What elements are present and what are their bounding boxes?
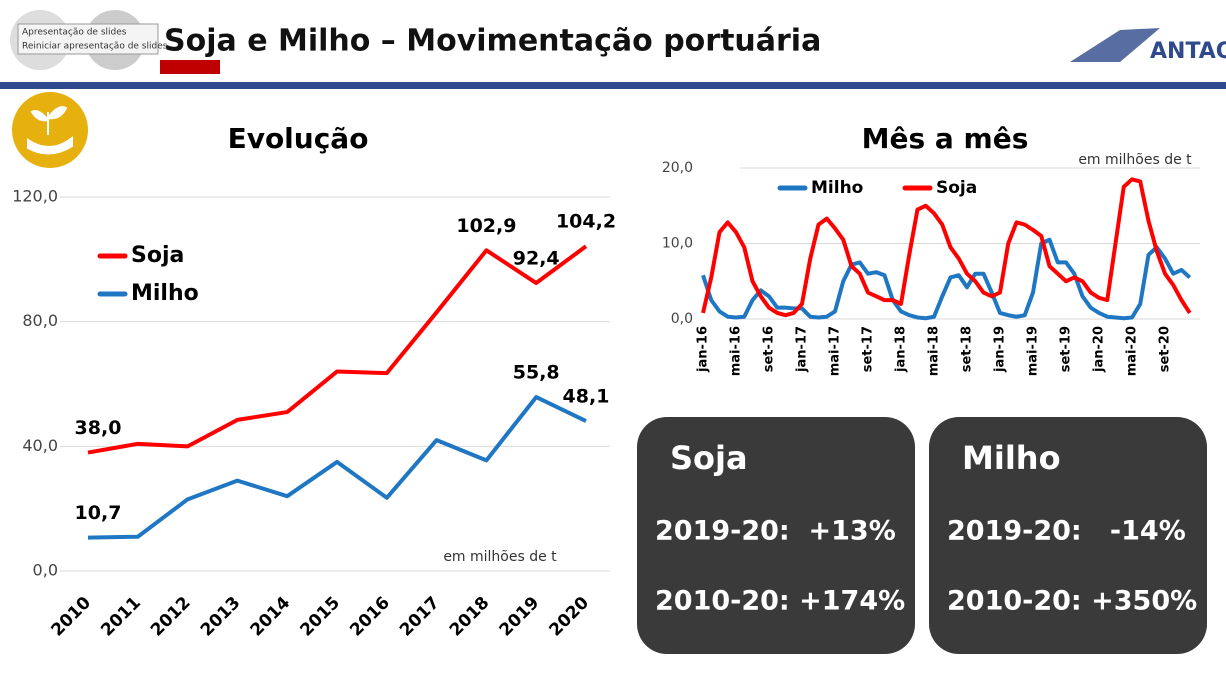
card-line: 2019-20: +13% [655, 516, 896, 547]
x-tick-label: jan-19 [993, 326, 1008, 373]
logo-mark [1070, 28, 1160, 62]
x-tick-label: mai-17 [828, 326, 843, 376]
data-label: 102,9 [456, 215, 516, 237]
x-tick-label: set-16 [762, 326, 777, 372]
x-tick-label: 2012 [147, 593, 195, 641]
legend-label: Soja [936, 178, 977, 198]
y-tick-label: 120,0 [12, 187, 58, 206]
x-tick-label: 2014 [247, 593, 295, 641]
chart-title: Mês a mês [862, 122, 1029, 155]
annotation: em milhões de t [1078, 152, 1192, 168]
icon [12, 92, 88, 168]
x-tick-label: 2016 [346, 593, 394, 641]
chart-title: Evolução [228, 122, 369, 155]
x-tick-label: mai-18 [927, 326, 942, 376]
card-title: Milho [962, 439, 1061, 477]
header-bar [0, 82, 1226, 89]
y-tick-label: 0,0 [33, 561, 58, 580]
toolbar-item[interactable]: Reiniciar apresentação de slides [22, 42, 168, 52]
x-tick-label: 2015 [296, 593, 344, 641]
card [637, 417, 915, 654]
x-tick-label: set-20 [1158, 326, 1173, 372]
x-tick-label: set-17 [861, 326, 876, 372]
x-tick-label: set-19 [1059, 326, 1074, 372]
card-line: 2019-20: -14% [947, 516, 1186, 547]
slide-title: Soja e Milho – Movimentação portuária [164, 24, 821, 59]
card-line: 2010-20: +350% [947, 586, 1197, 617]
annotation: em milhões de t [443, 549, 557, 565]
x-tick-label: 2010 [47, 593, 95, 641]
y-tick-label: 40,0 [22, 436, 58, 455]
card-line: 2010-20: +174% [655, 586, 905, 617]
data-label: 10,7 [75, 502, 122, 524]
slideshow-toolbar [17, 23, 159, 55]
y-tick-label: 10,0 [662, 236, 693, 252]
x-tick-label: 2017 [396, 593, 444, 641]
data-label: 92,4 [513, 248, 560, 270]
x-tick-label: 2018 [446, 593, 494, 641]
x-tick-label: mai-19 [1026, 326, 1041, 376]
y-tick-label: 80,0 [22, 311, 58, 330]
card-title: Soja [670, 439, 748, 477]
toolbar-item[interactable]: Apresentação de slides [22, 28, 127, 38]
x-tick-label: mai-20 [1125, 326, 1140, 376]
card [929, 417, 1207, 654]
data-label: 55,8 [513, 362, 560, 384]
series-line [701, 237, 1192, 321]
data-label: 104,2 [556, 211, 616, 233]
logo: ANTAQ [1150, 39, 1226, 64]
x-tick-label: mai-16 [729, 326, 744, 376]
accent-bar [160, 60, 220, 74]
legend-label: Milho [811, 178, 863, 198]
icon-glyph [27, 106, 73, 155]
x-tick-label: 2020 [545, 593, 593, 641]
data-label: 38,0 [75, 417, 122, 439]
x-tick-label: 2011 [97, 593, 145, 641]
legend-label: Soja [131, 243, 184, 268]
series-line [701, 177, 1192, 318]
legend-label: Milho [131, 281, 199, 306]
x-tick-label: jan-16 [696, 326, 711, 373]
data-label: 48,1 [563, 386, 610, 408]
x-tick-label: jan-18 [894, 326, 909, 373]
y-tick-label: 0,0 [671, 311, 693, 327]
y-tick-label: 20,0 [662, 160, 693, 176]
series-line [87, 395, 587, 540]
x-tick-label: jan-20 [1092, 326, 1107, 373]
x-tick-label: set-18 [960, 326, 975, 372]
series-line [87, 244, 588, 455]
x-tick-label: 2013 [197, 593, 245, 641]
x-tick-label: jan-17 [795, 326, 810, 373]
x-tick-label: 2019 [496, 593, 544, 641]
